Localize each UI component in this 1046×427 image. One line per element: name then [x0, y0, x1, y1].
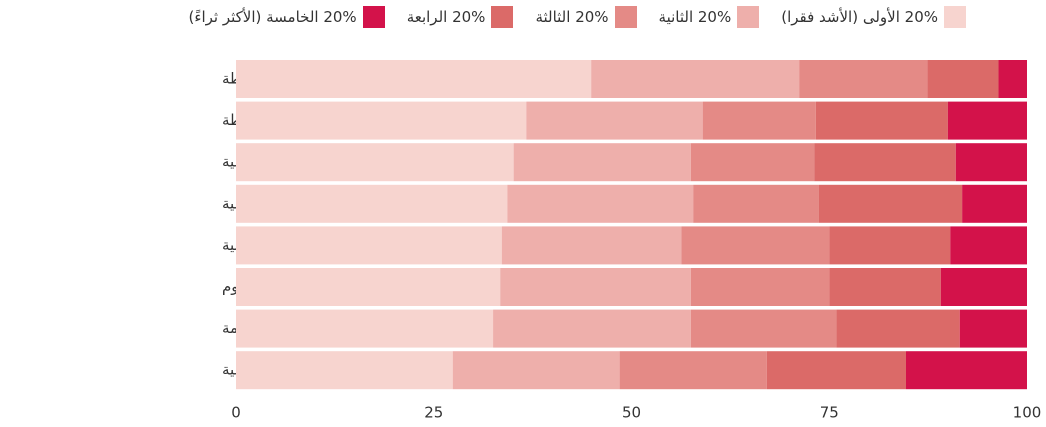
bar-segment	[829, 268, 941, 306]
bar-segment	[236, 351, 453, 390]
bar-segment	[693, 184, 819, 223]
bar-segment	[814, 143, 956, 182]
bar-segment	[236, 309, 494, 348]
bar-segment	[829, 226, 951, 265]
legend-label: 20% الخامسة (الأكثر ثراءً)	[188, 8, 357, 26]
bar-segment	[690, 143, 815, 182]
legend-swatch	[737, 6, 760, 28]
legend-label: 20% الثانية	[658, 8, 732, 26]
legend-item: 20% الخامسة (الأكثر ثراءً)	[189, 6, 385, 28]
bar-segment	[947, 101, 1027, 140]
x-tick-label: 25	[424, 404, 443, 422]
bar-segment	[526, 101, 703, 140]
x-tick-label: 0	[231, 404, 241, 422]
bar-segment	[940, 268, 1027, 306]
bar-segment	[690, 268, 830, 306]
bar-segment	[815, 101, 948, 140]
legend-item: 20% الأولى (الأشد فقرا)	[781, 6, 966, 28]
x-tick-label: 50	[622, 404, 641, 422]
bar-segment	[905, 351, 1027, 390]
legend-swatch	[491, 6, 514, 28]
legend-label: 20% الثالثة	[535, 8, 609, 26]
legend-swatch	[362, 6, 385, 28]
bar-segment	[452, 351, 620, 390]
legend-label: 20% الرابعة	[406, 8, 486, 26]
legend-item: 20% الرابعة	[407, 6, 514, 28]
bar-segment	[493, 309, 691, 348]
bar-segment	[591, 60, 800, 98]
legend-label: 20% الأولى (الأشد فقرا)	[781, 8, 938, 26]
bar-segment	[950, 226, 1027, 265]
bar-segment	[818, 184, 963, 223]
bar-segment	[766, 351, 906, 390]
x-tick-label: 100	[1013, 404, 1042, 422]
bar-segment	[955, 143, 1027, 182]
legend: 20% الأولى (الأشد فقرا) 20% الثانية 20% ال…	[189, 6, 966, 28]
bar-segment	[998, 60, 1027, 98]
bar-segment	[236, 268, 501, 306]
bar-segment	[681, 226, 830, 265]
x-tick-label: 75	[820, 404, 839, 422]
legend-swatch	[944, 6, 966, 28]
bar-segment	[959, 309, 1027, 348]
bar-segment	[619, 351, 767, 390]
bar-segment	[501, 226, 682, 265]
bar-segment	[500, 268, 691, 306]
bar-segment	[236, 101, 527, 140]
bar-segment	[513, 143, 691, 182]
bar-segment	[836, 309, 960, 348]
bar-segment	[507, 184, 694, 223]
bar-segment	[236, 60, 592, 98]
bar-segment	[702, 101, 816, 140]
bar-segment	[799, 60, 928, 98]
bar-segment	[236, 226, 502, 265]
legend-item: 20% الثالثة	[535, 6, 637, 28]
bar-segment	[236, 143, 514, 182]
bar-segment	[236, 184, 508, 223]
bar-segment	[690, 309, 837, 348]
bar-segment	[927, 60, 999, 98]
legend-swatch	[614, 6, 637, 28]
bar-segment	[962, 184, 1027, 223]
legend-item: 20% الثانية	[659, 6, 760, 28]
